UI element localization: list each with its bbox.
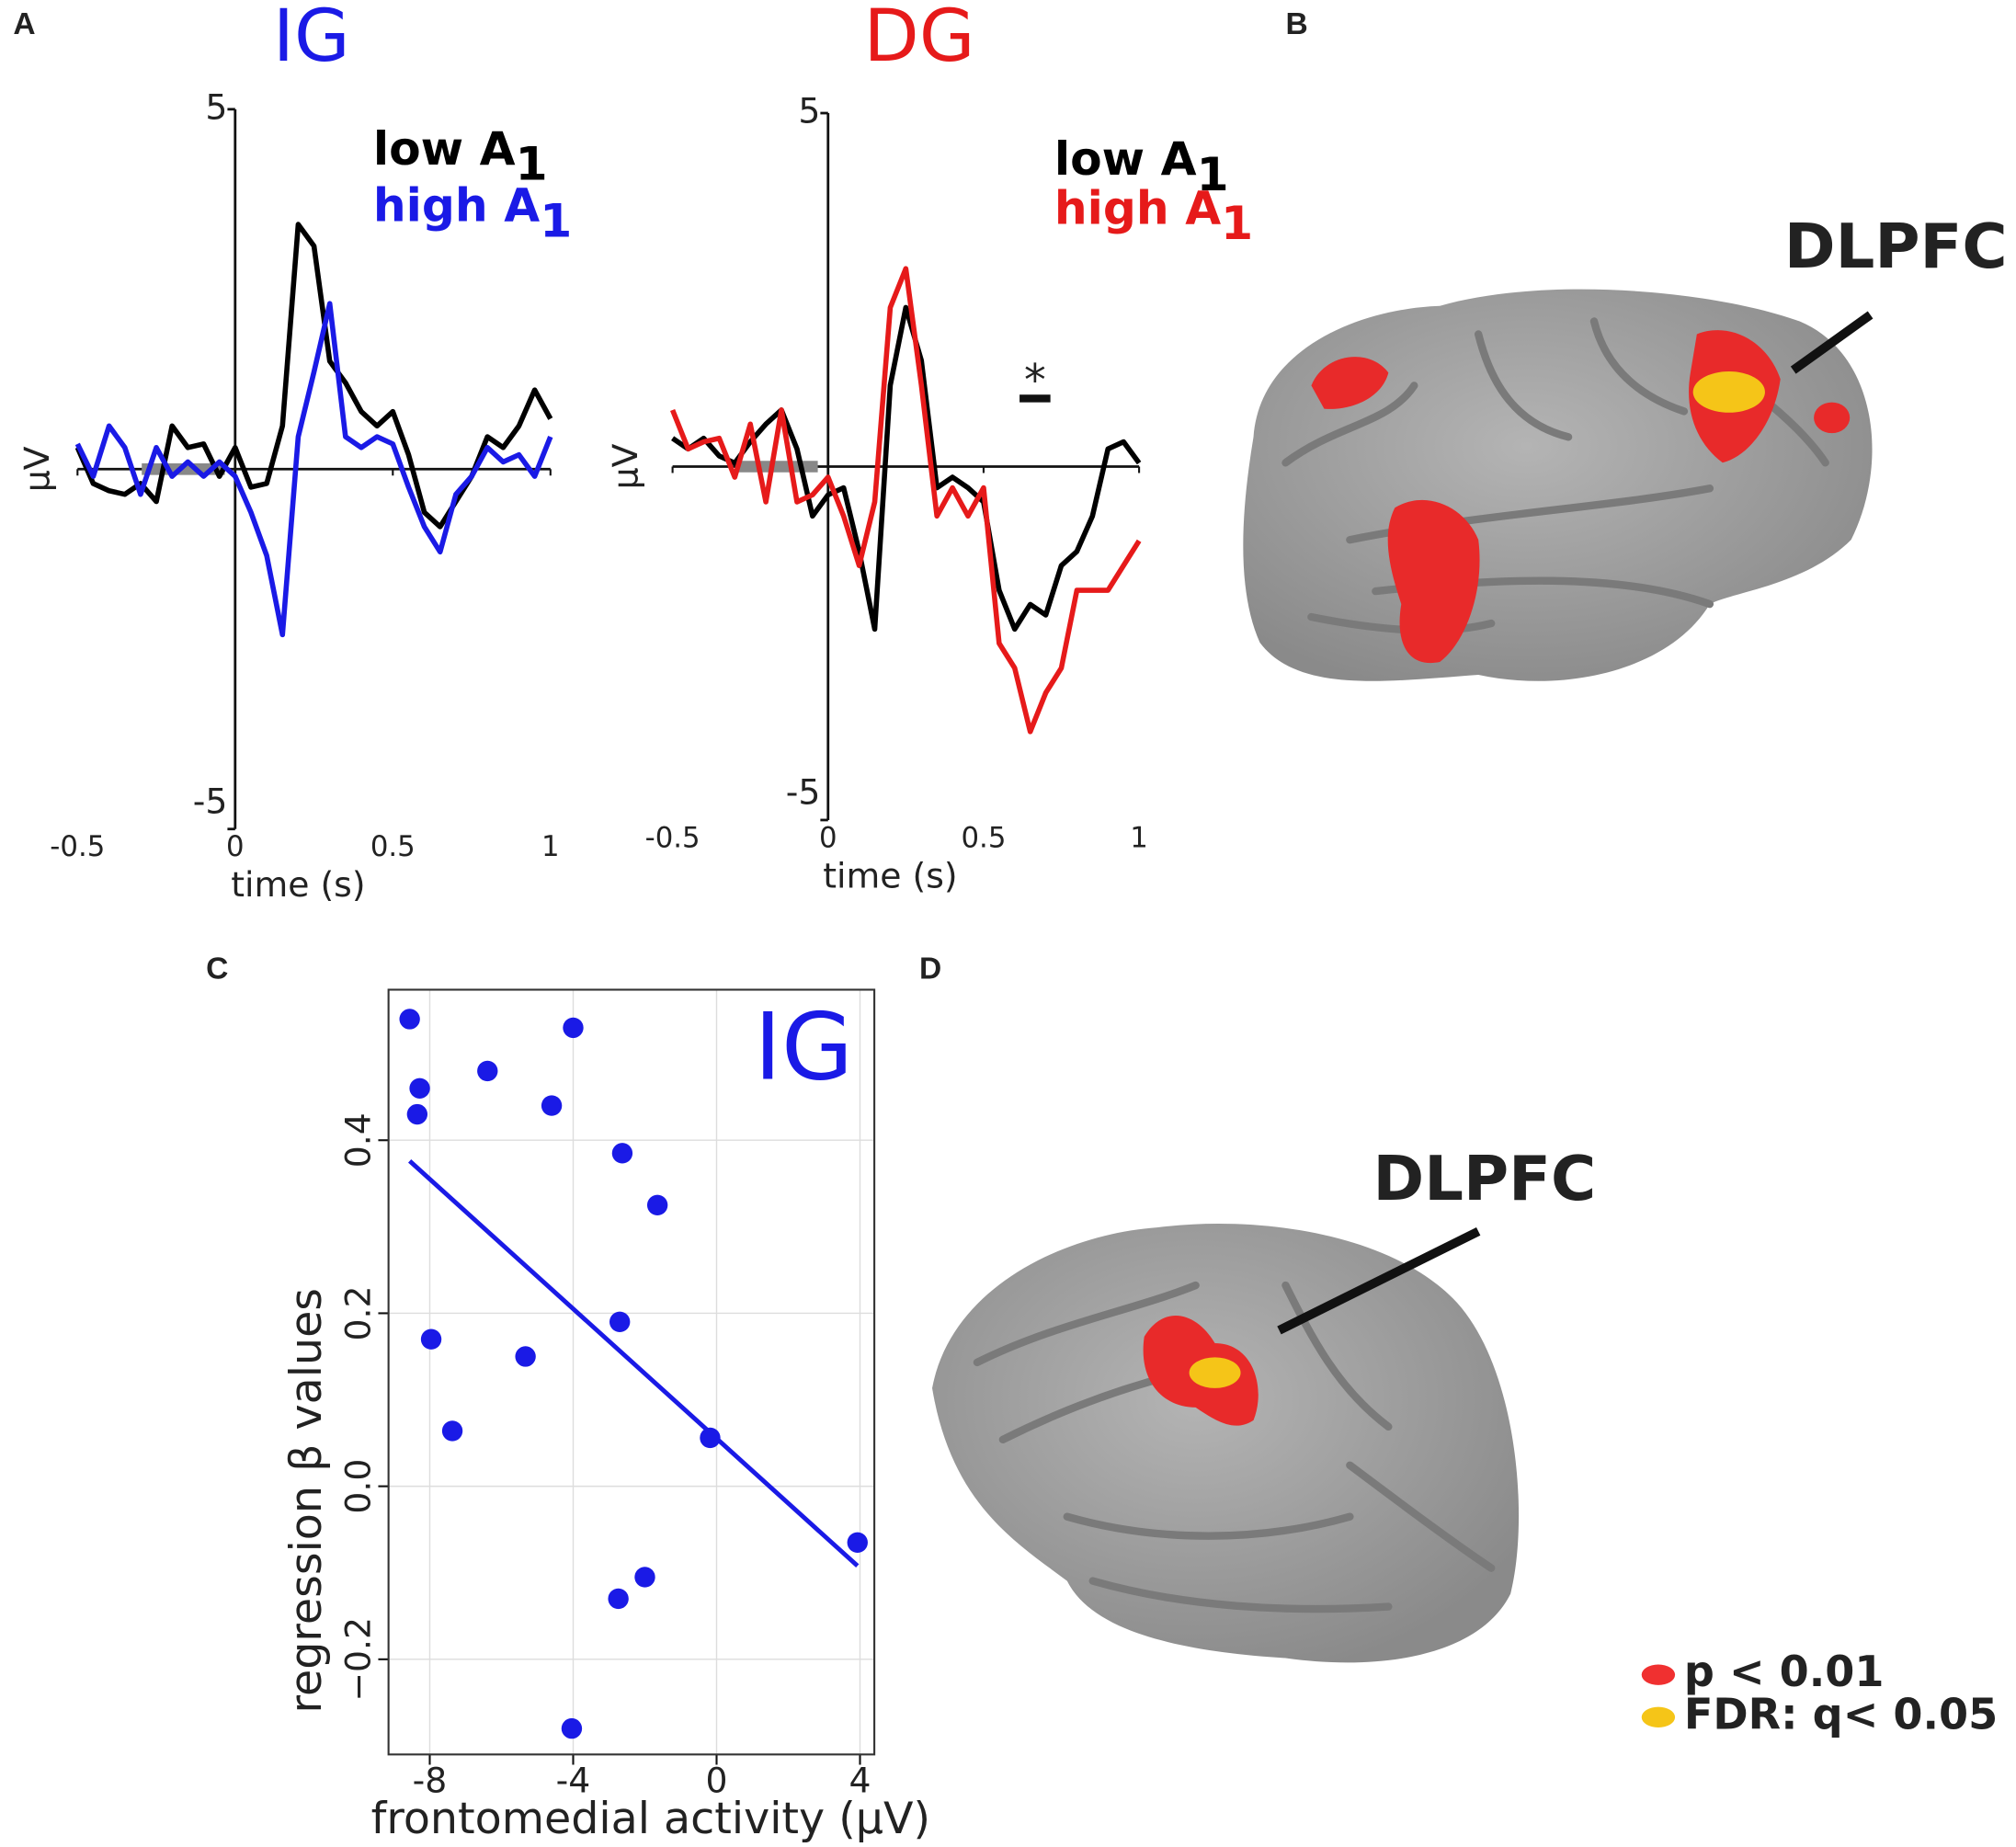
data-point	[634, 1567, 655, 1588]
erp-line	[74, 301, 553, 638]
pointer-line	[1277, 1226, 1481, 1335]
data-point	[420, 1328, 442, 1350]
data-point	[561, 1717, 583, 1739]
x-axis-label: time (s)	[823, 855, 957, 895]
legend-subscript: 1	[1221, 196, 1253, 250]
panel-label: D	[919, 952, 941, 986]
legend-name: low A	[373, 120, 516, 175]
activation-fdr	[1189, 1357, 1241, 1388]
x-tick-label: 0	[705, 1761, 727, 1801]
activation	[1387, 499, 1480, 664]
activation-fdr	[1692, 371, 1765, 413]
data-point	[515, 1346, 536, 1367]
legend-swatch	[1641, 1706, 1676, 1727]
x-tick-label: 0.5	[961, 821, 1006, 854]
legend-subscript: 1	[540, 193, 572, 247]
y-tick-label: -5	[786, 771, 821, 812]
panel-label: B	[1285, 7, 1307, 41]
erp-line	[670, 266, 1142, 735]
chart-title: DG	[864, 0, 975, 78]
data-point	[611, 1143, 633, 1164]
x-tick-label: 0.5	[370, 830, 416, 863]
x-tick-label: 0	[819, 821, 837, 854]
y-tick-label: 5	[205, 86, 227, 127]
x-tick-label: 0	[226, 830, 245, 863]
y-tick-label: 5	[798, 91, 820, 131]
erp-line	[671, 304, 1142, 633]
x-tick-label: 1	[1130, 821, 1148, 854]
brain-surface	[932, 1224, 1520, 1663]
data-point	[541, 1095, 563, 1116]
panel-label: C	[206, 952, 228, 986]
legend-name: high A	[1054, 180, 1221, 234]
legend-name: low A	[1054, 131, 1197, 186]
legend-subscript: 1	[516, 136, 548, 190]
x-tick-label: -8	[413, 1761, 448, 1801]
x-tick-label: -0.5	[50, 830, 105, 863]
data-point	[700, 1427, 721, 1449]
x-tick-label: -0.5	[645, 821, 700, 854]
activation	[1311, 357, 1389, 409]
data-point	[441, 1420, 463, 1442]
data-point	[406, 1103, 428, 1125]
y-axis-label: µV	[17, 446, 57, 492]
y-axis-label: regression β values	[281, 1288, 332, 1714]
data-point	[399, 1009, 420, 1030]
panel-label: A	[13, 7, 35, 41]
data-point	[563, 1017, 584, 1039]
legend-entry: high A1	[373, 177, 572, 247]
data-point	[477, 1060, 498, 1082]
brain-label: DLPFC	[1373, 1143, 1597, 1214]
legend-entry: low A1	[1054, 131, 1229, 201]
x-tick-label: -4	[556, 1761, 591, 1801]
data-point	[609, 1311, 631, 1333]
legend-label: p < 0.01	[1684, 1647, 1885, 1696]
y-axis-label: µV	[605, 443, 645, 489]
x-axis-label: frontomedial activity (µV)	[371, 1794, 930, 1844]
brain-b: DLPFC	[1243, 211, 2008, 681]
x-axis-label: time (s)	[231, 864, 365, 905]
chart-title: IG	[273, 0, 350, 78]
legend-swatch	[1641, 1664, 1676, 1685]
data-point	[608, 1588, 629, 1610]
data-point	[646, 1194, 668, 1215]
y-tick-label: 0.0	[337, 1459, 378, 1514]
legend-entry: low A1	[373, 120, 548, 190]
y-tick-label: 0.4	[337, 1112, 378, 1168]
x-tick-label: 1	[541, 830, 560, 863]
legend-subscript: 1	[1197, 146, 1229, 200]
brain-label: DLPFC	[1784, 211, 2008, 282]
y-tick-label: 0.2	[337, 1285, 378, 1340]
legend-entry: high A1	[1054, 180, 1253, 250]
plot-frame	[387, 988, 876, 1756]
legend-label: FDR: q< 0.05	[1684, 1689, 1998, 1739]
legend-name: high A	[373, 177, 540, 232]
significance-marker: *	[1024, 356, 1046, 406]
pointer-line	[1790, 311, 1874, 374]
y-tick-label: −0.2	[337, 1617, 378, 1702]
activation	[1814, 402, 1851, 434]
panel-annotation: IG	[754, 994, 853, 1101]
data-point	[847, 1532, 868, 1553]
y-tick-label: -5	[193, 781, 228, 821]
fit-line	[408, 1159, 860, 1568]
brain-d: DLPFC	[932, 1143, 1596, 1663]
data-point	[409, 1077, 430, 1099]
x-tick-label: 4	[849, 1761, 871, 1801]
